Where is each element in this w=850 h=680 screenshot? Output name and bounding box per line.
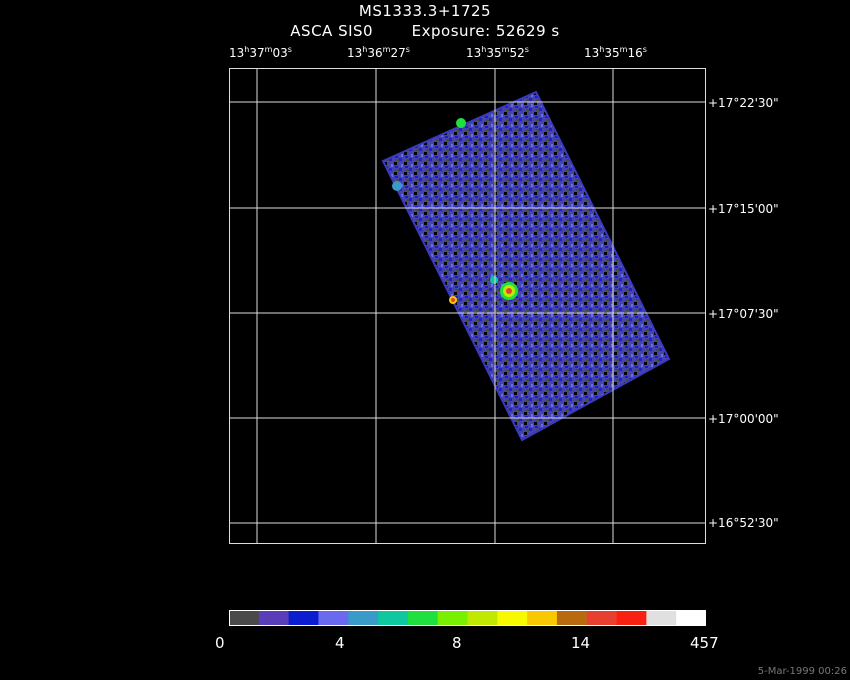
dec-label-2: +17°15'00" [708,202,779,216]
colorbar-swatch [646,610,677,626]
xray-image-plot [229,68,706,544]
colorbar-swatch [437,610,468,626]
color-scale-bar [229,610,706,626]
coordinate-grid [229,68,706,544]
exposure-label: Exposure: 52629 s [411,22,560,40]
colorbar-swatch [467,610,498,626]
colorbar-label-457: 457 [690,634,719,652]
colorbar-swatch [527,610,558,626]
detector-field [381,90,671,442]
colorbar-label-8: 8 [452,634,462,652]
instrument-label: ASCA SIS0 [290,22,374,40]
colorbar-swatch [407,610,439,626]
colorbar-label-0: 0 [215,634,225,652]
colorbar-swatch [676,610,706,626]
colorbar-swatch [288,610,319,626]
ra-label-2: 13h36m27s [347,45,410,60]
dec-label-3: +17°07'30" [708,307,779,321]
colorbar-swatch [616,610,647,626]
colorbar-swatch [258,610,290,626]
colorbar-swatch [497,610,528,626]
dec-label-4: +17°00'00" [708,412,779,426]
colorbar-swatch [378,610,409,626]
colorbar-border [229,610,706,626]
colorbar-swatch [348,610,379,626]
timestamp: 5-Mar-1999 00:26 [757,666,847,677]
ra-label-3: 13h35m52s [466,45,529,60]
dec-label-5: +16°52'30" [708,516,779,530]
colorbar-label-4: 4 [335,634,345,652]
colorbar-label-14: 14 [571,634,591,652]
image-title: MS1333.3+1725 [358,2,492,20]
colorbar-swatch [556,610,588,626]
colorbar-swatch [586,610,618,626]
colorbar-swatch [318,610,349,626]
image-subtitle: ASCA SIS0 Exposure: 52629 s [0,22,850,40]
dec-label-1: +17°22'30" [708,96,779,110]
ra-label-1: 13h37m03s [229,45,292,60]
colorbar-swatch [229,610,260,626]
ra-label-4: 13h35m16s [584,45,647,60]
xray-sources [392,118,518,304]
